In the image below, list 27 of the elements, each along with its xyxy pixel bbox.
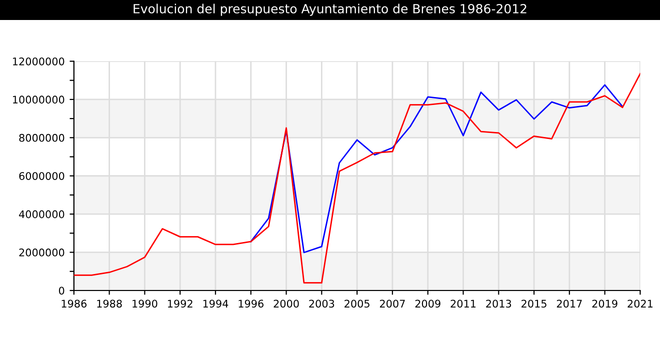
y-tick-label: 4000000 — [19, 210, 64, 218]
x-tick-label: 1988 — [97, 300, 122, 308]
y-tick-label: 2000000 — [19, 248, 64, 256]
line-series — [74, 72, 640, 284]
x-tick-label: 1992 — [168, 300, 192, 308]
line-series — [250, 84, 624, 254]
x-tick-label: 2000 — [274, 300, 299, 308]
y-tick-label: 8000000 — [19, 134, 64, 142]
x-tick-label: 1994 — [203, 300, 228, 308]
x-tick-label: 1990 — [132, 300, 158, 308]
x-tick-label: 2021 — [628, 300, 652, 308]
x-tick-label: 2015 — [522, 300, 546, 308]
x-tick-label: 2011 — [450, 300, 476, 308]
x-tick-label: 2013 — [486, 300, 512, 308]
y-tick-label: 12000000 — [13, 57, 64, 66]
x-tick-label: 2003 — [309, 300, 334, 308]
y-tick-label: 0 — [58, 286, 64, 295]
x-tick-label: 1986 — [62, 300, 87, 308]
y-tick-label: 10000000 — [13, 96, 64, 104]
x-tick-label: 1996 — [238, 300, 264, 308]
y-tick-label: 6000000 — [19, 172, 64, 180]
x-tick-label: 2005 — [344, 300, 370, 308]
x-tick-label: 2009 — [415, 300, 440, 308]
chart-title: Evolucion del presupuesto Ayuntamiento de Brenes 1986-2012 — [134, 4, 526, 16]
x-tick-label: 2007 — [380, 300, 405, 308]
x-tick-label: 2019 — [592, 300, 618, 308]
x-tick-label: 2017 — [556, 300, 582, 308]
